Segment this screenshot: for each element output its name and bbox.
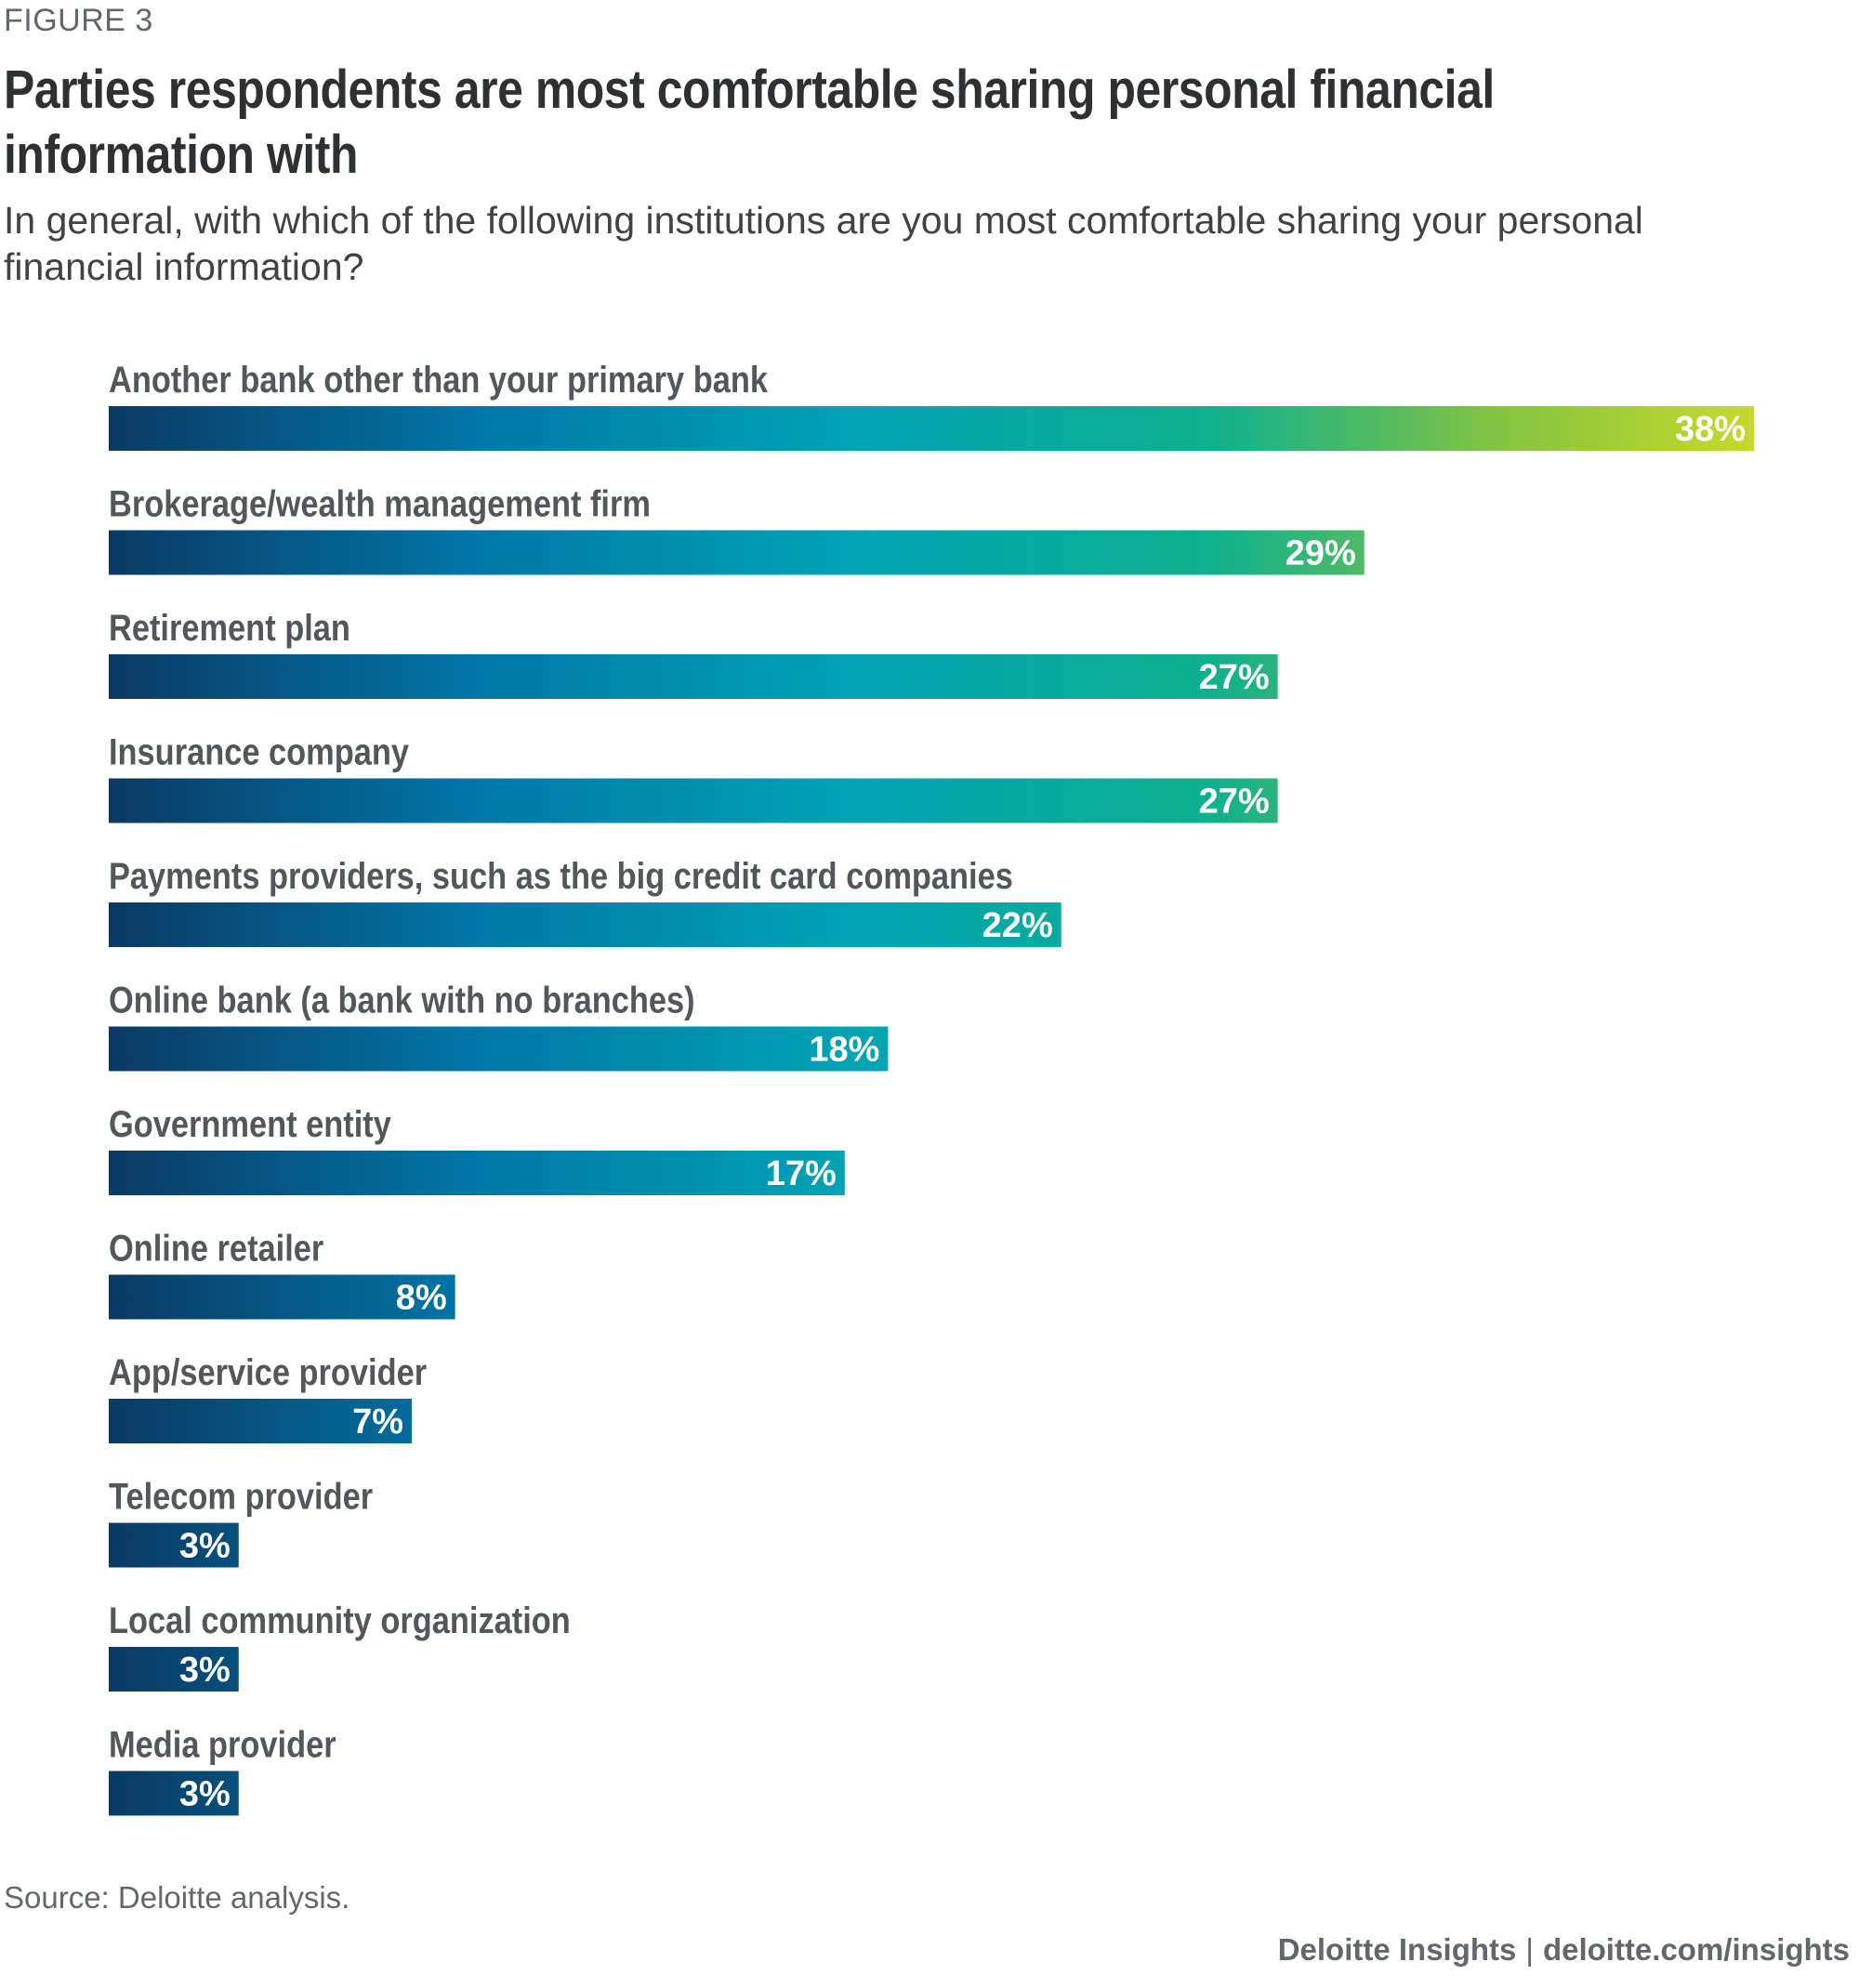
bar-row: Retirement plan 27% [109, 607, 1278, 699]
category-label: Media provider [109, 1723, 336, 1765]
bar [109, 902, 1061, 947]
bar-row: Online bank (a bank with no branches) 18% [109, 979, 889, 1072]
category-label: Brokerage/wealth management firm [109, 482, 651, 524]
bar [109, 1026, 889, 1072]
bar [109, 1274, 455, 1320]
footer-separator: | [1525, 1932, 1534, 1967]
bar-row: Payments providers, such as the big cred… [109, 855, 1061, 947]
bar [109, 406, 1754, 451]
value-label: 27% [1199, 658, 1270, 697]
bar [109, 778, 1278, 823]
value-label: 3% [179, 1651, 231, 1690]
value-label: 3% [179, 1775, 231, 1814]
chart-subtitle: In general, with which of the following … [4, 199, 1643, 288]
category-label: Online retailer [109, 1227, 323, 1269]
footer-url-link[interactable]: deloitte.com/insights [1542, 1932, 1850, 1967]
value-label: 17% [766, 1154, 837, 1193]
bar [109, 1151, 845, 1195]
bar-row: Government entity 17% [109, 1103, 845, 1195]
bar [109, 1771, 239, 1816]
category-label: Retirement plan [109, 607, 350, 649]
value-label: 22% [982, 906, 1053, 945]
bar-row: Another bank other than your primary ban… [109, 359, 1754, 451]
category-label: Another bank other than your primary ban… [109, 359, 768, 401]
category-label: Telecom provider [109, 1475, 373, 1517]
footer-credit: Deloitte Insights | deloitte.com/insights [1278, 1929, 1850, 1970]
value-label: 38% [1675, 410, 1746, 449]
bar-row: Local community organization 3% [109, 1600, 571, 1692]
value-label: 3% [179, 1527, 231, 1566]
bar [109, 1522, 239, 1568]
bars-layer: Another bank other than your primary ban… [109, 359, 1754, 1816]
bar-row: Brokerage/wealth management firm 29% [109, 482, 1365, 575]
footer-brand: Deloitte Insights [1277, 1932, 1517, 1967]
bar-chart: Another bank other than your primary ban… [109, 359, 1754, 1816]
bar [109, 1399, 413, 1443]
bar-row: Telecom provider 3% [109, 1475, 373, 1568]
value-label: 18% [809, 1031, 879, 1070]
value-label: 29% [1285, 534, 1356, 573]
bar-row: Insurance company 27% [109, 731, 1278, 823]
category-label: Government entity [109, 1103, 391, 1145]
chart-title: Parties respondents are most comfortable… [4, 59, 1495, 185]
value-label: 8% [396, 1279, 447, 1318]
figure-label: FIGURE 3 [4, 3, 153, 38]
bar-row: Online retailer 8% [109, 1227, 455, 1320]
category-label: Local community organization [109, 1600, 571, 1641]
value-label: 7% [352, 1402, 403, 1442]
bar [109, 530, 1365, 575]
source-note: Source: Deloitte analysis. [4, 1880, 350, 1915]
category-label: Online bank (a bank with no branches) [109, 979, 695, 1020]
value-label: 27% [1199, 783, 1270, 822]
category-label: App/service provider [109, 1351, 427, 1393]
bar-row: Media provider 3% [109, 1723, 336, 1816]
category-label: Insurance company [109, 731, 409, 772]
bar [109, 1647, 239, 1692]
bar-row: App/service provider 7% [109, 1351, 427, 1443]
category-label: Payments providers, such as the big cred… [109, 855, 1013, 897]
bar [109, 654, 1278, 699]
